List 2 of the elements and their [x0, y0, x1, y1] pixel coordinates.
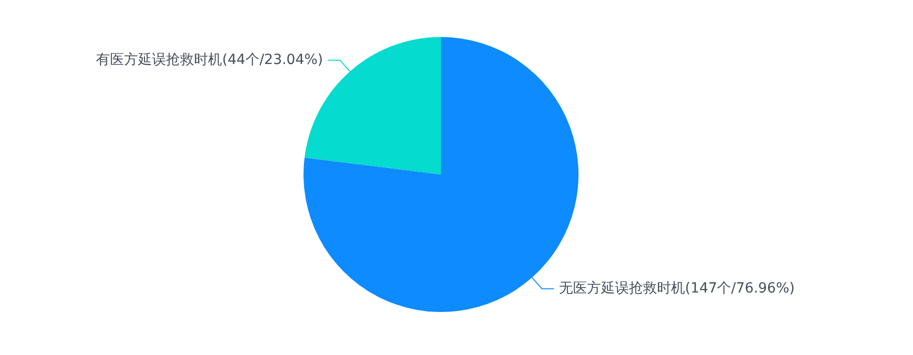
slice-label: 无医方延误抢救时机(147个/76.96%)	[558, 280, 795, 296]
slice-label: 有医方延误抢救时机(44个/23.04%)	[96, 52, 324, 68]
